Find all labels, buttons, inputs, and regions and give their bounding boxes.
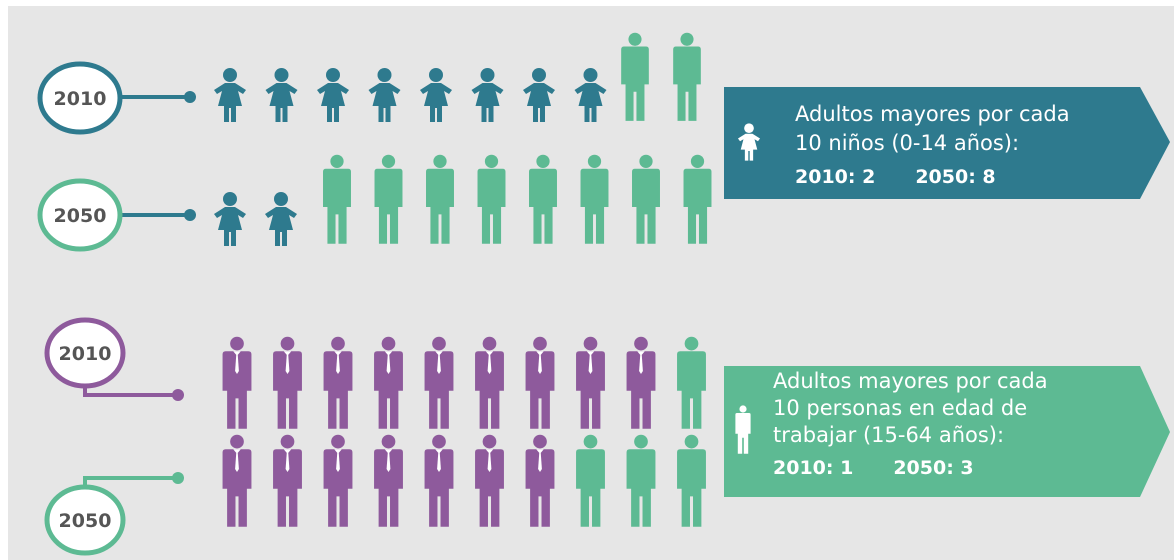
info-children-stat-2010: 2010: 2	[795, 166, 876, 188]
info-children-line2: 10 niños (0-14 años):	[795, 131, 1020, 155]
info-workers-stat-2050: 2050: 3	[893, 457, 974, 479]
connector-dot-2010-children	[184, 91, 196, 103]
elder-person-icon	[677, 336, 706, 429]
elder-person-icon	[477, 154, 506, 244]
working-age-person-icon	[323, 434, 353, 527]
year-badge-2050-workers-label: 2050	[59, 510, 112, 532]
working-age-person-icon	[525, 336, 555, 429]
info-box-children: Adultos mayores por cada 10 niños (0-14 …	[795, 100, 1070, 192]
elder-person-icon	[626, 434, 656, 527]
elder-person-icon	[426, 154, 454, 244]
working-age-person-icon	[424, 434, 454, 527]
working-age-person-icon	[222, 434, 252, 527]
year-badge-2010-children-ring	[37, 61, 123, 135]
connector-dot-2050-workers	[172, 472, 184, 484]
elder-person-icon	[576, 434, 605, 527]
year-badges: 2010 2050 2010 2050	[37, 61, 126, 556]
child-icon	[574, 68, 607, 122]
elder-person-icon	[374, 154, 403, 244]
year-badge-2050-children-ring	[37, 178, 123, 252]
connector-2050-workers	[83, 476, 176, 487]
child-icon	[317, 68, 349, 122]
year-badge-2050-workers-ring	[44, 484, 126, 556]
info-workers-line3: trabajar (15-64 años):	[773, 423, 1005, 447]
connector-2010-workers	[83, 386, 176, 397]
person-icons	[214, 32, 712, 527]
elder-person-icon	[323, 154, 351, 244]
year-badge-2050-workers: 2050	[44, 484, 126, 556]
info-box-workers: Adultos mayores por cada 10 personas en …	[773, 368, 1048, 483]
year-badge-2010-workers: 2010	[44, 317, 126, 389]
elder-person-icon	[529, 154, 557, 244]
info-children-stats: 2010: 2 2050: 8	[795, 162, 1070, 192]
info-banners	[724, 87, 1170, 497]
connector-dot-2010-workers	[172, 389, 184, 401]
elder-person-icon	[677, 434, 706, 527]
year-badge-2050-children: 2050	[37, 178, 123, 252]
child-icon	[214, 68, 246, 122]
connector-lines	[83, 91, 196, 487]
elder-person-icon	[632, 154, 660, 244]
working-age-person-icon	[273, 434, 302, 527]
info-banner-children	[724, 87, 1170, 199]
working-age-person-icon	[222, 336, 252, 429]
year-badge-2010-children-label: 2010	[54, 88, 107, 110]
working-age-person-icon	[374, 336, 403, 429]
working-age-person-icon	[323, 336, 353, 429]
working-age-person-icon	[273, 336, 302, 429]
connector-dot-2050-children	[184, 209, 196, 221]
year-badge-2010-workers-label: 2010	[59, 343, 112, 365]
year-badge-2010-workers-ring	[44, 317, 126, 389]
working-age-person-icon	[475, 336, 504, 429]
info-workers-line2: 10 personas en edad de	[773, 396, 1028, 420]
working-age-person-icon	[424, 336, 454, 429]
working-age-person-icon	[525, 434, 555, 527]
year-badge-2010-children: 2010	[37, 61, 123, 135]
child-icon	[420, 68, 452, 122]
child-icon	[265, 192, 297, 246]
info-workers-stat-2010: 2010: 1	[773, 457, 854, 479]
info-workers-line1: Adultos mayores por cada	[773, 369, 1048, 393]
info-children-line1: Adultos mayores por cada	[795, 102, 1070, 126]
elder-person-icon	[683, 154, 712, 244]
year-badge-2050-children-label: 2050	[54, 205, 107, 227]
elder-person-icon	[580, 154, 609, 244]
info-children-stat-2050: 2050: 8	[915, 166, 996, 188]
child-icon	[523, 68, 555, 122]
elder-person-icon	[621, 32, 649, 121]
child-icon	[214, 192, 246, 246]
elder-person-icon	[673, 32, 701, 121]
info-banner-workers	[724, 366, 1170, 497]
child-icon	[265, 68, 298, 122]
working-age-person-icon	[576, 336, 605, 429]
info-workers-stats: 2010: 1 2050: 3	[773, 453, 1048, 483]
child-icon	[368, 68, 401, 122]
working-age-person-icon	[374, 434, 403, 527]
working-age-person-icon	[475, 434, 504, 527]
working-age-person-icon	[626, 336, 656, 429]
child-icon	[471, 68, 504, 122]
